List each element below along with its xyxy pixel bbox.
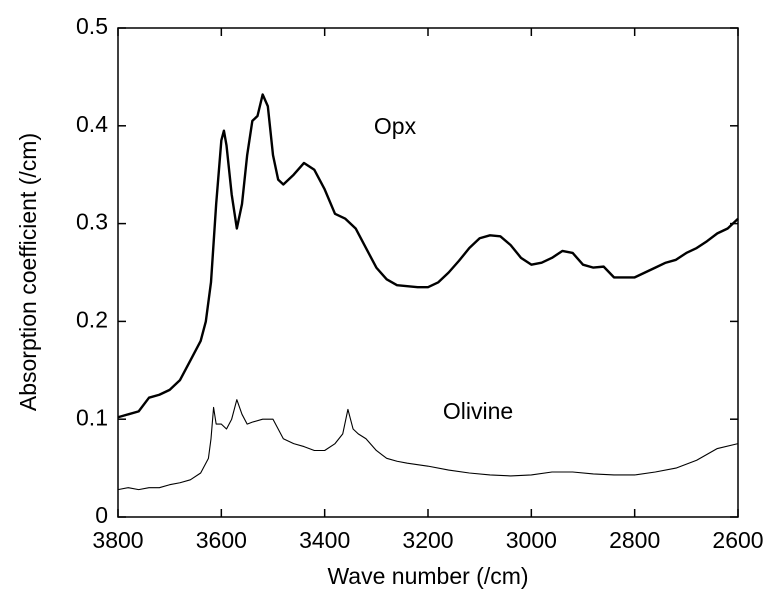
y-tick-label: 0.2 bbox=[76, 306, 108, 332]
x-tick-label: 3000 bbox=[506, 527, 557, 553]
y-tick-label: 0.3 bbox=[76, 209, 108, 235]
x-tick-label: 2800 bbox=[609, 527, 660, 553]
x-tick-label: 3600 bbox=[196, 527, 247, 553]
y-tick-label: 0 bbox=[95, 502, 108, 528]
x-tick-label: 3800 bbox=[92, 527, 143, 553]
x-tick-label: 3400 bbox=[299, 527, 350, 553]
x-tick-label: 3200 bbox=[402, 527, 453, 553]
series-line bbox=[117, 399, 739, 491]
y-tick-label: 0.5 bbox=[76, 13, 108, 39]
series-line bbox=[117, 93, 739, 419]
x-tick-label: 2600 bbox=[712, 527, 763, 553]
y-tick-label: 0.4 bbox=[76, 111, 108, 137]
series-label: Opx bbox=[374, 113, 417, 139]
y-tick-label: 0.1 bbox=[76, 404, 108, 430]
series-label: Olivine bbox=[443, 398, 513, 424]
x-axis-label: Wave number (/cm) bbox=[327, 563, 528, 589]
y-axis-label: Absorption coefficient (/cm) bbox=[15, 133, 41, 411]
